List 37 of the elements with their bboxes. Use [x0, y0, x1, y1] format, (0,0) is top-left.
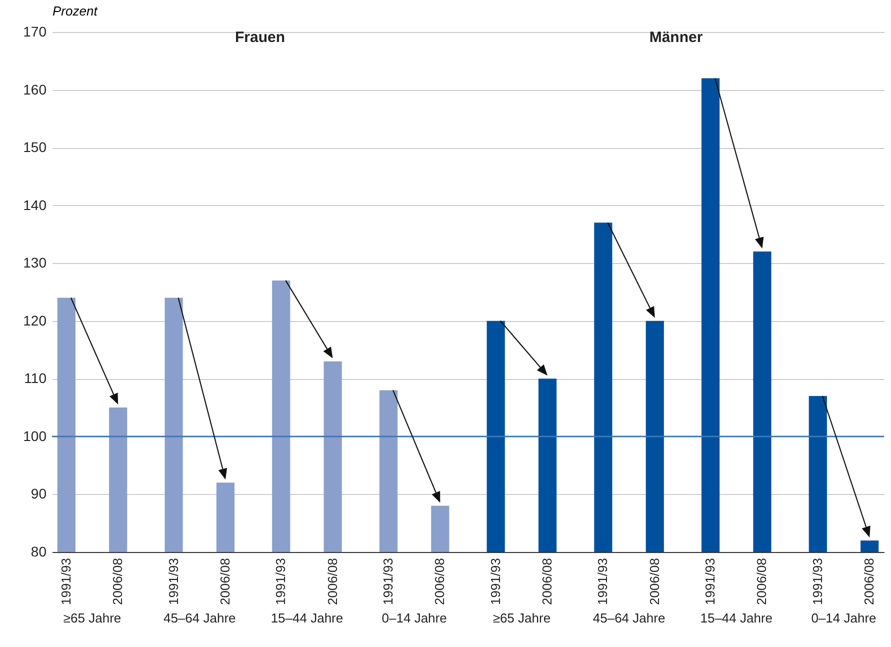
- y-tick-label: 140: [23, 196, 47, 213]
- x-tick-label: ≥65 Jahre: [492, 610, 551, 626]
- text: 2006/08: [754, 558, 770, 605]
- text: 1991/93: [488, 558, 503, 605]
- text: 1991/93: [702, 558, 718, 605]
- y-tick-label: 110: [24, 370, 47, 386]
- text: 2006/08: [540, 558, 555, 605]
- x-tick-label: 15–44 Jahre: [700, 610, 773, 626]
- y-tick-label: 130: [23, 254, 47, 271]
- text: 2006/08: [110, 558, 126, 605]
- text: 2006/08: [646, 558, 662, 605]
- annotation: Frauen: [234, 29, 286, 46]
- text: 2006/08: [432, 558, 448, 605]
- y-axis-title: Prozent: [52, 4, 99, 18]
- y-tick-label: 90: [30, 486, 47, 502]
- y-tick-label: 120: [23, 312, 47, 328]
- x-tick-label: 0–14 Jahre: [382, 610, 447, 626]
- y-tick-label: 170: [23, 24, 47, 40]
- text: 2006/08: [862, 558, 877, 605]
- x-tick-label: 45–64 Jahre: [592, 610, 666, 626]
- x-tick-label: 15–44 Jahre: [270, 610, 344, 626]
- text: 1991/93: [166, 558, 181, 605]
- text: 1991/93: [273, 558, 288, 605]
- text: 1991/93: [595, 558, 610, 605]
- x-tick-label: 0–14 Jahre: [811, 610, 876, 626]
- y-tick-label: 160: [23, 81, 47, 98]
- text: 1991/93: [58, 558, 74, 605]
- text: 1991/93: [810, 558, 825, 605]
- x-tick-label: 45–64 Jahre: [163, 610, 236, 626]
- y-tick-label: 100: [23, 428, 47, 444]
- x-tick-label: ≥65 Jahre: [63, 610, 122, 626]
- annotation: Männer: [649, 29, 703, 46]
- text: 2006/08: [217, 558, 232, 605]
- y-tick-label: 80: [30, 544, 47, 560]
- y-tick-label: 150: [23, 139, 47, 156]
- text: 1991/93: [380, 558, 396, 605]
- text: 2006/08: [324, 558, 340, 605]
